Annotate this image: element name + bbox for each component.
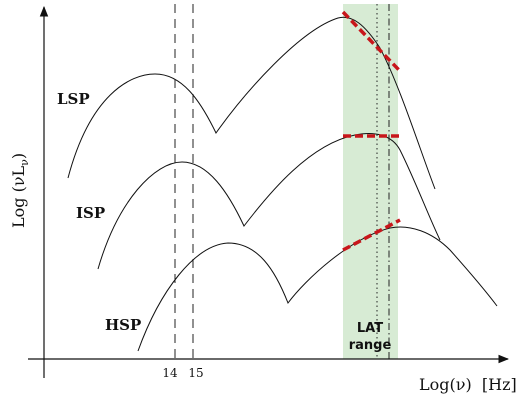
x-axis-label: Log(ν) [Hz] bbox=[419, 375, 517, 394]
lat-label-line1: LAT bbox=[357, 321, 383, 336]
lsp-curve bbox=[67, 16, 436, 190]
lsp-lat-slope bbox=[341, 10, 401, 72]
y-axis-label: Log (νLν) bbox=[9, 153, 31, 228]
tick-label-14: 14 bbox=[162, 366, 178, 380]
hsp-label: HSP bbox=[105, 316, 141, 334]
lat-label-line2: range bbox=[349, 338, 392, 353]
tick-label-15: 15 bbox=[188, 366, 203, 380]
hsp-lat-slope bbox=[342, 218, 401, 252]
y-axis-label-main: Log (νL bbox=[9, 165, 28, 228]
y-axis-label-sub: ν bbox=[18, 159, 31, 166]
isp-curve bbox=[97, 133, 441, 270]
y-axis-label-close: ) bbox=[9, 153, 28, 159]
hsp-curve bbox=[137, 226, 498, 352]
lsp-label: LSP bbox=[57, 90, 90, 108]
isp-label: ISP bbox=[76, 204, 105, 222]
lat-range-band bbox=[343, 4, 398, 359]
